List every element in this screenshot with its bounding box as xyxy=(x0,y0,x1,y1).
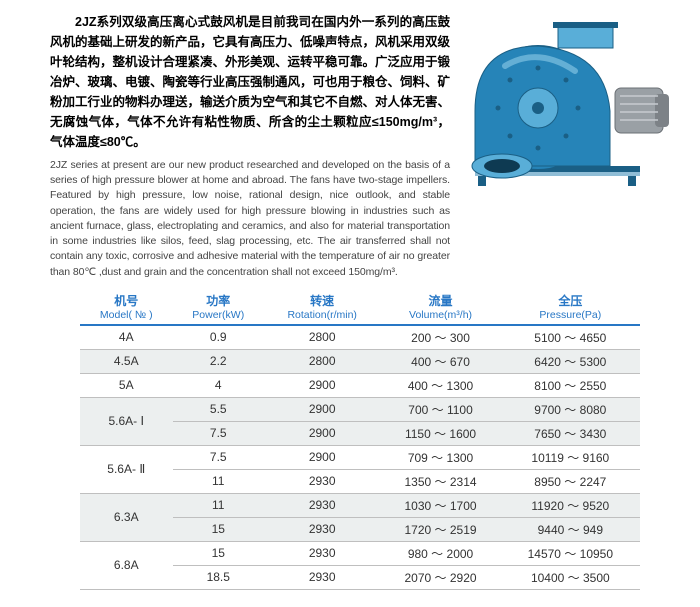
table-row: 5.6A- Ⅰ5.52900700 ～ 11009700 ～ 8080 xyxy=(80,397,640,421)
cell-model: 5.6A- Ⅰ xyxy=(80,397,173,445)
product-image xyxy=(460,12,670,280)
cell-vol: 1720 ～ 2519 xyxy=(380,517,500,541)
cell-vol: 700 ～ 1100 xyxy=(380,397,500,421)
cell-vol: 1350 ～ 2314 xyxy=(380,469,500,493)
cell-press: 10400 ～ 3500 xyxy=(501,565,640,589)
cell-power: 2.2 xyxy=(173,349,264,373)
table-row: 4A0.92800200 ～ 3005100 ～ 4650 xyxy=(80,325,640,350)
cell-press: 8950 ～ 2247 xyxy=(501,469,640,493)
cell-rot: 2900 xyxy=(264,373,380,397)
text-column: 2JZ系列双级高压离心式鼓风机是目前我司在国内外一系列的高压鼓风机的基础上研发的… xyxy=(50,12,450,280)
cell-rot: 2930 xyxy=(264,517,380,541)
table-row: 5.6A- Ⅱ7.52900709 ～ 130010119 ～ 9160 xyxy=(80,445,640,469)
cell-vol: 980 ～ 2000 xyxy=(380,541,500,565)
col-model: 机号Model( № ) xyxy=(80,290,173,325)
cell-vol: 400 ～ 670 xyxy=(380,349,500,373)
cell-model: 6.8A xyxy=(80,541,173,589)
blower-illustration xyxy=(460,16,670,196)
cell-rot: 2900 xyxy=(264,445,380,469)
cell-press: 9440 ～ 949 xyxy=(501,517,640,541)
table-row: 5A42900400 ～ 13008100 ～ 2550 xyxy=(80,373,640,397)
table-row: 4.5A2.22800400 ～ 6706420 ～ 5300 xyxy=(80,349,640,373)
cell-model: 4.5A xyxy=(80,349,173,373)
chinese-description: 2JZ系列双级高压离心式鼓风机是目前我司在国内外一系列的高压鼓风机的基础上研发的… xyxy=(50,12,450,152)
cell-press: 11920 ～ 9520 xyxy=(501,493,640,517)
table-header-row: 机号Model( № ) 功率Power(kW) 转速Rotation(r/mi… xyxy=(80,290,640,325)
table-row: 6.3A1129301030 ～ 170011920 ～ 9520 xyxy=(80,493,640,517)
spec-table: 机号Model( № ) 功率Power(kW) 转速Rotation(r/mi… xyxy=(80,290,640,590)
cell-power: 7.5 xyxy=(173,445,264,469)
cell-vol: 2070 ～ 2920 xyxy=(380,565,500,589)
col-power: 功率Power(kW) xyxy=(173,290,264,325)
cell-model: 5A xyxy=(80,373,173,397)
cell-rot: 2900 xyxy=(264,397,380,421)
cell-power: 11 xyxy=(173,493,264,517)
cell-power: 15 xyxy=(173,517,264,541)
cell-power: 15 xyxy=(173,541,264,565)
cell-model: 4A xyxy=(80,325,173,350)
cell-vol: 1030 ～ 1700 xyxy=(380,493,500,517)
cell-rot: 2930 xyxy=(264,469,380,493)
cell-power: 18.5 xyxy=(173,565,264,589)
cell-power: 5.5 xyxy=(173,397,264,421)
cell-power: 11 xyxy=(173,469,264,493)
cell-rot: 2930 xyxy=(264,565,380,589)
col-rotation: 转速Rotation(r/min) xyxy=(264,290,380,325)
cell-power: 7.5 xyxy=(173,421,264,445)
cell-press: 7650 ～ 3430 xyxy=(501,421,640,445)
top-section: 2JZ系列双级高压离心式鼓风机是目前我司在国内外一系列的高压鼓风机的基础上研发的… xyxy=(50,12,670,280)
cell-rot: 2800 xyxy=(264,349,380,373)
cell-press: 14570 ～ 10950 xyxy=(501,541,640,565)
col-volume: 流量Volume(m³/h) xyxy=(380,290,500,325)
cell-power: 4 xyxy=(173,373,264,397)
cell-power: 0.9 xyxy=(173,325,264,350)
cell-rot: 2930 xyxy=(264,493,380,517)
cell-press: 9700 ～ 8080 xyxy=(501,397,640,421)
cell-rot: 2800 xyxy=(264,325,380,350)
table-body: 4A0.92800200 ～ 3005100 ～ 46504.5A2.22800… xyxy=(80,325,640,590)
cell-press: 5100 ～ 4650 xyxy=(501,325,640,350)
cell-rot: 2930 xyxy=(264,541,380,565)
col-pressure: 全压Pressure(Pa) xyxy=(501,290,640,325)
table-row: 6.8A152930980 ～ 200014570 ～ 10950 xyxy=(80,541,640,565)
cell-press: 6420 ～ 5300 xyxy=(501,349,640,373)
page: 2JZ系列双级高压离心式鼓风机是目前我司在国内外一系列的高压鼓风机的基础上研发的… xyxy=(0,0,700,590)
cell-vol: 200 ～ 300 xyxy=(380,325,500,350)
spec-table-wrap: 机号Model( № ) 功率Power(kW) 转速Rotation(r/mi… xyxy=(80,290,640,590)
cell-model: 6.3A xyxy=(80,493,173,541)
cell-press: 8100 ～ 2550 xyxy=(501,373,640,397)
cell-vol: 1150 ～ 1600 xyxy=(380,421,500,445)
cell-vol: 400 ～ 1300 xyxy=(380,373,500,397)
cell-press: 10119 ～ 9160 xyxy=(501,445,640,469)
english-description: 2JZ series at present are our new produc… xyxy=(50,158,450,280)
cell-model: 5.6A- Ⅱ xyxy=(80,445,173,493)
cell-vol: 709 ～ 1300 xyxy=(380,445,500,469)
cell-rot: 2900 xyxy=(264,421,380,445)
